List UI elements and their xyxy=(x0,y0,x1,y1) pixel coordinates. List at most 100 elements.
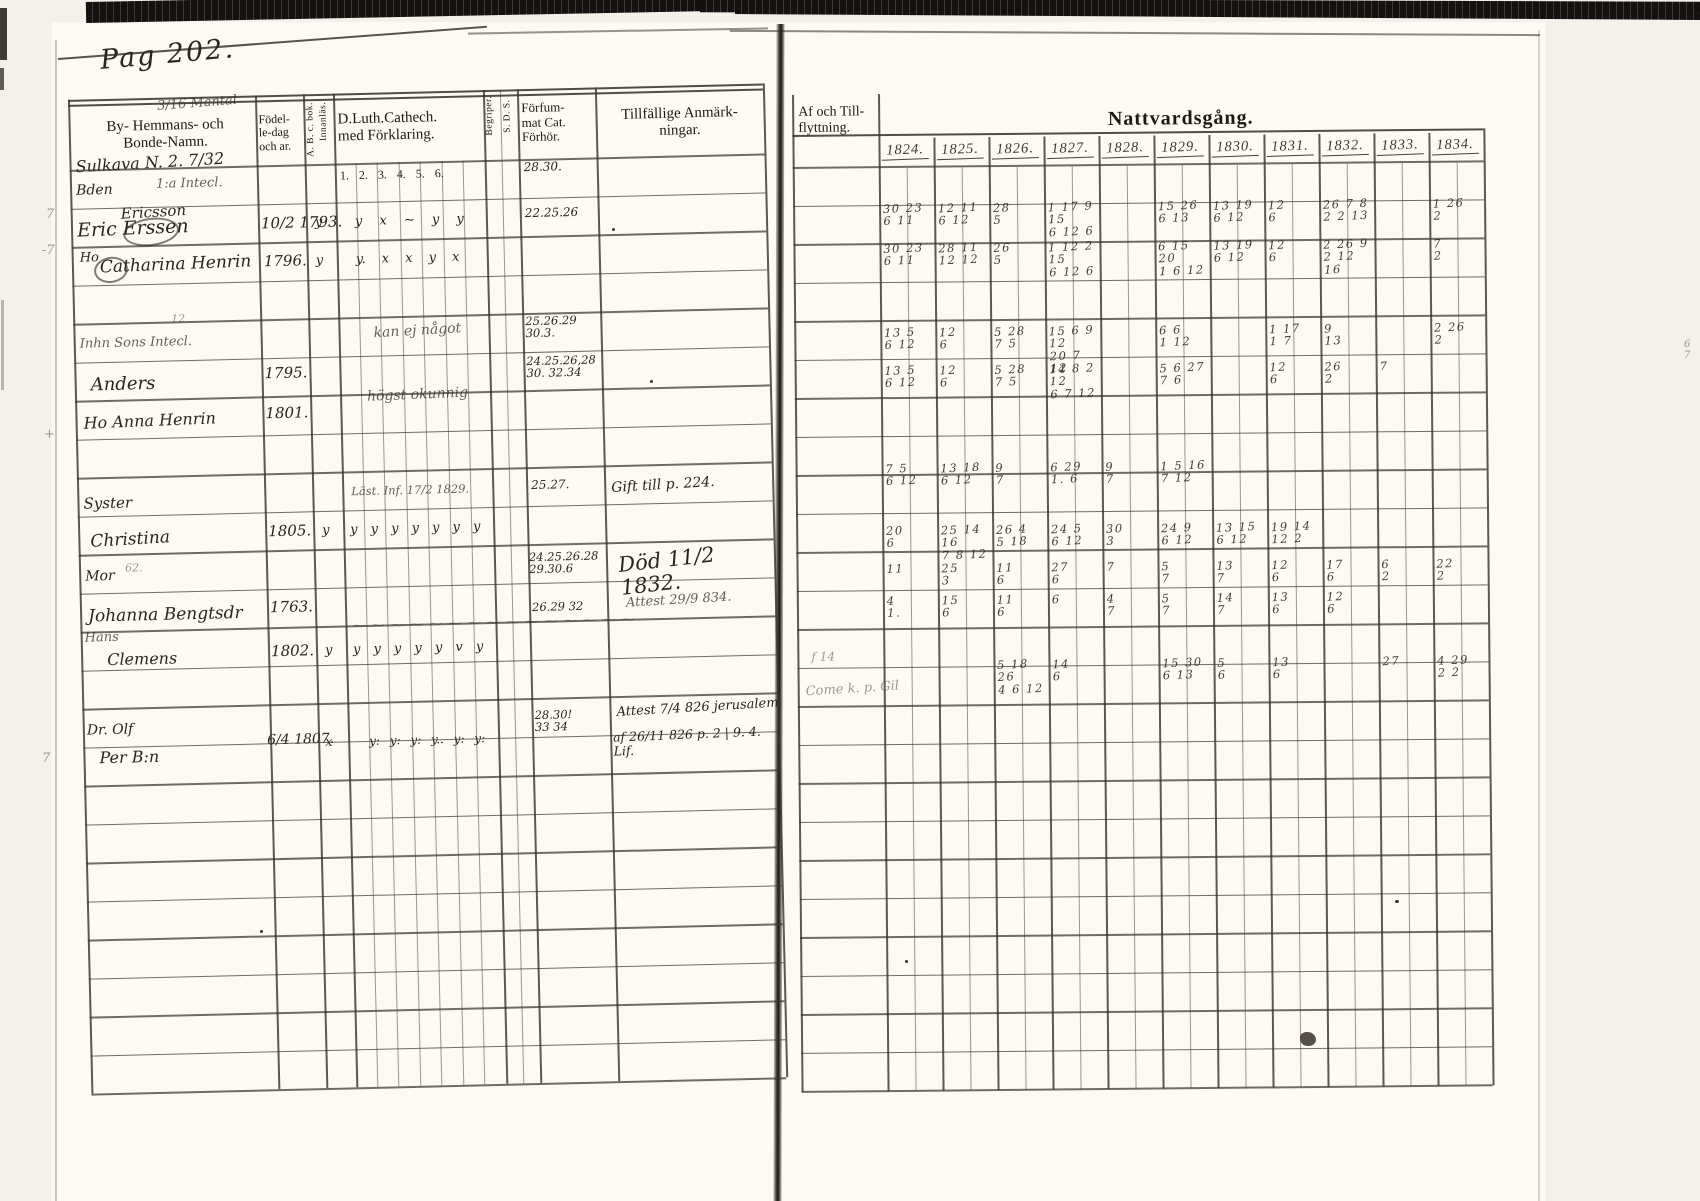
communion-mark-r4-1824: 13 5 6 12 xyxy=(884,362,917,391)
column-header-abc-book: A. B. c. bok. xyxy=(305,102,317,158)
right-grid-hline xyxy=(800,1007,1492,1016)
farm-line: Sulkava N. 2. 7/32 xyxy=(75,148,225,177)
right-grid-hline xyxy=(794,314,1486,323)
right-grid-hline xyxy=(801,1045,1493,1054)
left-grid-vline xyxy=(254,95,281,1090)
communion-mark-r1-1830: 13 19 6 12 xyxy=(1212,197,1254,226)
communion-mark-r9-1830: 5 6 xyxy=(1216,655,1227,683)
scan-top-edge-left xyxy=(85,0,737,23)
communion-mark-r1-1827: 1 17 9 15 6 12 6 xyxy=(1047,198,1095,240)
left-grid-hline xyxy=(91,1077,787,1096)
communion-mark-r4-1831: 12 6 xyxy=(1269,359,1288,387)
communion-mark-r4-1827: 14 8 2 12 6 7 12 xyxy=(1048,360,1097,402)
communion-mark-r4-1829: 5 6 27 7 6 xyxy=(1159,359,1206,388)
abc-mark: y xyxy=(324,642,333,658)
communion-mark-r5-1829: 1 5 16 7 12 xyxy=(1160,457,1207,486)
communion-mark-r9-1831: 13 6 xyxy=(1271,654,1291,682)
communion-mark-r6-1825: 25 14 16 7 8 12 xyxy=(940,521,988,563)
entry-label-hans: Hans xyxy=(84,629,119,646)
left-grid-hline xyxy=(84,769,780,788)
right-grid-hline xyxy=(797,699,1489,708)
paper-right-edge xyxy=(1538,30,1540,1201)
missed-dates: 25.26.29 30.3. xyxy=(525,312,577,341)
year-label: 1824. xyxy=(881,141,929,161)
communion-mark-r2-1834: 7 2 xyxy=(1432,236,1443,264)
ink-smudge xyxy=(1300,1032,1316,1046)
missed-dates: 25.27. xyxy=(531,477,570,493)
left-grid-vline xyxy=(302,94,329,1089)
entry-label-dr: Dr. Olf xyxy=(86,721,134,739)
right-grid-hline xyxy=(801,1084,1493,1093)
communion-mark-r1-1831: 12 6 xyxy=(1267,197,1286,225)
entry-name-anders: Anders xyxy=(90,372,156,396)
entry-name-per: Per B:n xyxy=(99,746,160,768)
communion-mark-r8-1825: 15 6 xyxy=(941,592,960,620)
speck xyxy=(1395,900,1399,903)
communion-mark-r3-1824: 13 5 6 12 xyxy=(883,324,917,353)
communion-mark-r2-1832: 2 26 9 2 12 16 xyxy=(1322,235,1369,277)
communion-mark-r3-1834: 2 26 2 xyxy=(1433,319,1466,348)
communion-mark-r7-1829: 5 7 xyxy=(1161,558,1172,586)
missed-dates: 24.25.26.28 29.30.6 xyxy=(528,548,599,577)
communion-mark-r2-1825: 28 11 12 12 xyxy=(937,239,980,268)
catechism-marks: y y y y y v y xyxy=(352,639,484,658)
communion-mark-r6-1828: 30 3 xyxy=(1105,521,1124,549)
communion-mark-r1-1825: 12 11 6 12 xyxy=(937,199,979,228)
entry-name-christina: Christina xyxy=(89,527,171,552)
year-label: 1831. xyxy=(1266,137,1314,158)
communion-mark-r6-1824: 20 6 xyxy=(885,523,904,551)
communion-mark-r8-1824: 4 1. xyxy=(886,593,902,621)
year-label: 1827. xyxy=(1046,139,1094,160)
catechism-note: Läst. Inf. 17/2 1829. xyxy=(351,481,470,499)
left-grid-hline xyxy=(86,884,782,903)
birth-date: 1805. xyxy=(268,521,312,541)
leaf-edge-vertical xyxy=(55,40,57,1201)
missed-dates: 26.29 32 xyxy=(531,598,584,615)
communion-mark-r2-1826: 26 5 xyxy=(992,240,1012,268)
abc-mark: y xyxy=(322,522,330,538)
column-header-names: By- Hemmans- och Bonde-Namn. xyxy=(106,116,225,152)
left-grid-vline xyxy=(332,93,359,1088)
remark-married: Gift till p. 224. xyxy=(610,473,716,496)
left-grid-hline xyxy=(87,923,783,942)
entry-heading: Inhn Sons Intecl. xyxy=(79,334,193,352)
left-grid-hline xyxy=(85,807,780,826)
remark-attest-3: af 26/11 826 p. 2 | 9. 4. Lif. xyxy=(612,723,762,759)
right-grid-hline xyxy=(798,814,1490,823)
right-grid-hline xyxy=(793,275,1485,284)
edge-mark: 6 7 xyxy=(1684,339,1691,361)
communion-mark-r7-1834: 22 2 xyxy=(1436,555,1455,584)
entry-role: Bden xyxy=(75,181,113,199)
left-grid-vline xyxy=(482,90,509,1084)
communion-mark-r5-1828: 9 7 xyxy=(1105,459,1116,487)
communion-mark-r9-1833: 27 xyxy=(1382,653,1401,669)
communion-mark-r8-1827: 6 xyxy=(1051,592,1061,607)
communion-mark-r7-1826: 11 6 xyxy=(996,560,1015,588)
communion-mark-r6-1829: 24 9 6 12 xyxy=(1160,519,1194,548)
communion-mark-r7-1831: 12 6 xyxy=(1271,557,1290,585)
right-page: Af och Till- flyttning. Nattvardsgång. f… xyxy=(790,88,1548,1105)
communion-mark-r2-1831: 12 6 xyxy=(1267,237,1287,265)
communion-mark-r3-1825: 12 6 xyxy=(938,324,958,352)
communion-mark-r1-1826: 28 5 xyxy=(992,200,1011,228)
birth-date: 1796. xyxy=(263,251,308,271)
column-header-notes: Tillfällige Anmärk- ningar. xyxy=(621,104,738,139)
right-grid-hline xyxy=(795,429,1487,438)
communion-mark-r5-1825: 13 18 6 12 xyxy=(940,459,982,488)
entry-age: 62. xyxy=(124,561,143,575)
communion-mark-r1-1824: 30 23 6 11 xyxy=(882,200,924,229)
abc-mark: y xyxy=(314,214,323,231)
communion-mark-r8-1826: 11 6 xyxy=(996,592,1015,620)
communion-mark-r4-1825: 12 6 xyxy=(939,362,958,390)
communion-mark-r8-1829: 5 7 xyxy=(1161,590,1172,618)
communion-mark-r2-1830: 13 19 6 12 xyxy=(1212,237,1254,266)
margin-mark: 7 xyxy=(46,207,55,222)
communion-mark-r1-1832: 26 7 8 2 2 13 xyxy=(1322,195,1370,225)
column-header-sds: S. D. S. xyxy=(502,99,513,133)
left-grid-hline xyxy=(90,1038,786,1057)
left-grid-hline xyxy=(81,653,777,672)
communion-mark-r2-1824: 30 23 6 11 xyxy=(882,240,924,269)
birth-date: 1801. xyxy=(265,403,309,423)
communion-mark-r6-1830: 13 15 6 12 xyxy=(1215,519,1257,548)
